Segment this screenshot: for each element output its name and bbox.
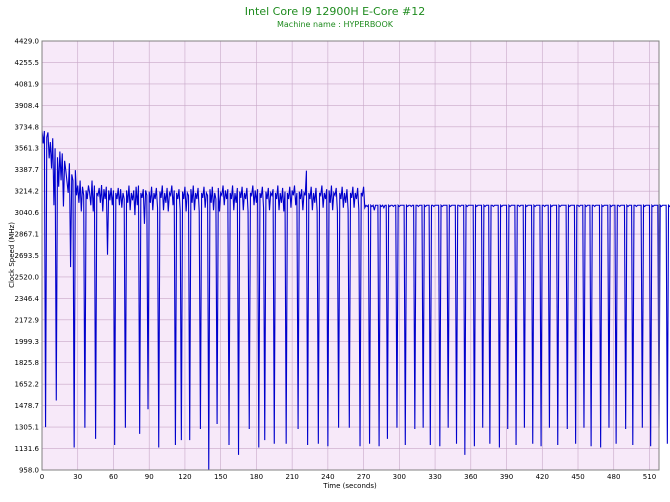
chart-title: Intel Core I9 12900H E-Core #12 bbox=[245, 5, 425, 18]
x-tick-label: 240 bbox=[321, 473, 334, 481]
x-tick-label: 390 bbox=[500, 473, 513, 481]
y-tick-label: 4255.5 bbox=[15, 59, 40, 67]
x-tick-label: 60 bbox=[109, 473, 118, 481]
x-tick-label: 30 bbox=[73, 473, 82, 481]
x-tick-label: 300 bbox=[393, 473, 406, 481]
x-tick-label: 150 bbox=[214, 473, 227, 481]
x-tick-label: 270 bbox=[357, 473, 370, 481]
series-line-clock-speed bbox=[41, 130, 670, 471]
y-tick-labels: 958.0 1131.6 1305.1 1478.7 1652.2 1825.8 1999.… bbox=[15, 38, 40, 475]
y-tick-label: 1131.6 bbox=[15, 445, 40, 453]
y-tick-label: 958.0 bbox=[19, 467, 39, 475]
y-tick-label: 4081.9 bbox=[15, 80, 40, 88]
y-tick-label: 2693.5 bbox=[15, 252, 40, 260]
x-tick-label: 90 bbox=[145, 473, 154, 481]
y-tick-label: 3561.3 bbox=[15, 145, 40, 153]
x-tick-label: 210 bbox=[285, 473, 298, 481]
y-tick-label: 1999.3 bbox=[15, 338, 40, 346]
chart-subtitle: Machine name : HYPERBOOK bbox=[277, 20, 394, 29]
y-tick-label: 1478.7 bbox=[15, 402, 40, 410]
y-tick-label: 1652.2 bbox=[15, 381, 40, 389]
x-tick-label: 330 bbox=[428, 473, 441, 481]
y-tick-label: 1305.1 bbox=[15, 424, 40, 432]
y-tick-label: 3734.8 bbox=[15, 123, 40, 131]
x-tick-label: 510 bbox=[643, 473, 656, 481]
x-tick-label: 180 bbox=[250, 473, 263, 481]
x-tick-label: 420 bbox=[536, 473, 549, 481]
y-tick-label: 3040.6 bbox=[15, 209, 40, 217]
x-tick-label: 120 bbox=[178, 473, 191, 481]
y-tick-label: 3387.7 bbox=[15, 166, 40, 174]
y-tick-label: 2520.0 bbox=[15, 273, 40, 281]
x-axis-label: Time (seconds) bbox=[322, 482, 377, 490]
y-tick-label: 1825.8 bbox=[15, 359, 40, 367]
y-tick-label: 2172.9 bbox=[15, 316, 40, 324]
x-tick-labels: 0 30 60 90 120 150 180 210 240 270 300 330 360 390 420… bbox=[40, 473, 656, 481]
x-tick-label: 480 bbox=[607, 473, 620, 481]
x-tick-label: 360 bbox=[464, 473, 477, 481]
x-tick-label: 450 bbox=[571, 473, 584, 481]
y-axis-label: Clock Speed (MHz) bbox=[8, 222, 16, 288]
y-tick-label: 3214.2 bbox=[15, 188, 40, 196]
y-tick-label: 2346.4 bbox=[15, 295, 40, 303]
y-tick-label: 3908.4 bbox=[15, 102, 40, 110]
plot-border bbox=[41, 40, 660, 471]
x-tick-label: 0 bbox=[40, 473, 44, 481]
y-tick-label: 4429.0 bbox=[15, 38, 40, 46]
y-tick-label: 2867.1 bbox=[15, 231, 40, 239]
